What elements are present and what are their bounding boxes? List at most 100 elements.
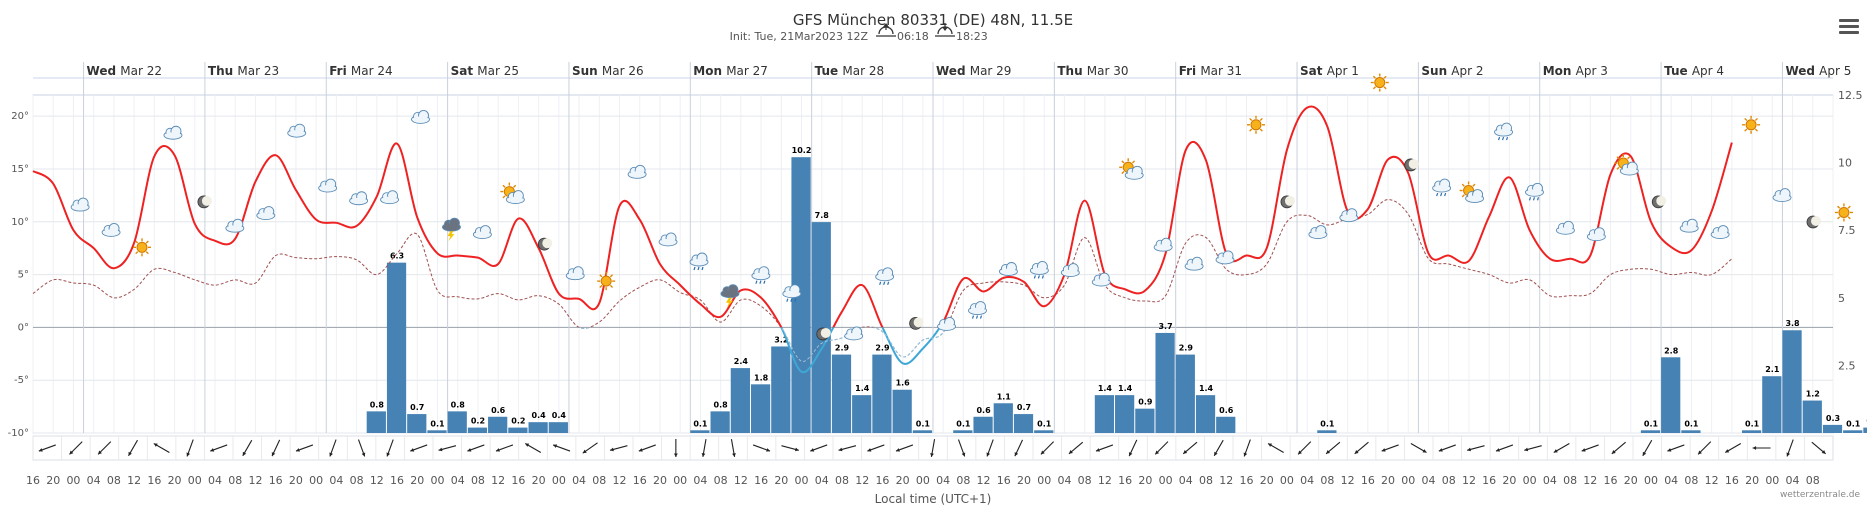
rain-drop	[1536, 197, 1540, 201]
day-date: Mar 24	[351, 64, 393, 78]
hour-tick: 08	[714, 474, 728, 487]
hour-tick: 16	[1239, 474, 1253, 487]
cloud-fill	[1588, 233, 1605, 240]
precipitation-label: 0.1	[693, 419, 708, 428]
hour-tick: 04	[936, 474, 950, 487]
hour-tick: 20	[774, 474, 788, 487]
cloud-icon	[1555, 220, 1575, 235]
precipitation-label: 0.7	[410, 403, 424, 412]
hour-tick: 04	[208, 474, 222, 487]
day-of-week: Tue	[815, 64, 843, 78]
y-right-tick: 5	[1838, 292, 1845, 305]
sun-ray	[1616, 166, 1620, 170]
rain-icon	[689, 252, 709, 271]
sun-ray	[1754, 128, 1758, 132]
wind-arrow	[1354, 441, 1369, 455]
wind-arrow-head	[1524, 447, 1529, 452]
day-date: Mar 23	[237, 64, 279, 78]
wind-arrow-head	[1611, 450, 1616, 454]
moon-light	[1284, 195, 1295, 206]
hour-tick: 12	[1219, 474, 1233, 487]
rain-icon	[968, 301, 987, 319]
sun-ray	[1837, 205, 1841, 209]
day-label: Fri Mar 24	[329, 64, 392, 78]
sun-cloud-icon	[500, 182, 525, 205]
wind-arrow	[701, 439, 707, 457]
rain-drop	[1440, 192, 1443, 197]
day-of-week: Fri	[1179, 64, 1201, 78]
day-of-week: Sun	[1421, 64, 1451, 78]
moon-icon	[1404, 158, 1419, 172]
sun-ray	[1847, 205, 1851, 209]
day-label: Thu Mar 30	[1057, 64, 1128, 78]
precipitation-bar	[427, 430, 447, 433]
hour-tick: 20	[1017, 474, 1031, 487]
precipitation-label: 1.4	[1199, 384, 1214, 393]
sun-disc	[1838, 206, 1850, 218]
wind-arrow	[1752, 446, 1771, 450]
hour-tick: 08	[1684, 474, 1698, 487]
cloud-icon	[256, 206, 276, 220]
hour-tick: 12	[127, 474, 141, 487]
hour-tick: 16	[875, 474, 889, 487]
hour-tick: 00	[1159, 474, 1173, 487]
sun-icon	[133, 238, 152, 257]
wind-arrow-head	[895, 448, 900, 452]
wind-arrow-head	[838, 447, 843, 452]
wind-arrow	[1410, 443, 1427, 453]
y-right-tick: 2.5	[1838, 359, 1856, 372]
wind-arrow	[1128, 439, 1138, 457]
precipitation-bar	[852, 395, 872, 433]
sun-ray	[1616, 156, 1620, 160]
cloud-fill	[969, 307, 986, 314]
sun-icon	[597, 272, 616, 291]
day-date: Mar 31	[1200, 64, 1242, 78]
day-label: Wed Mar 29	[936, 64, 1011, 78]
hour-tick: 08	[1078, 474, 1092, 487]
wind-arrow-head	[1698, 450, 1702, 455]
temperature-series	[32, 105, 1733, 374]
wind-arrow	[1040, 441, 1055, 455]
sun-ray	[1472, 183, 1476, 187]
x-axis: 16 20 00 04 08 12 16 20 00 04 08 12 16 20 00 04 08 12 16 20…	[26, 474, 1820, 487]
sun-ray	[1259, 128, 1263, 132]
hour-tick: 08	[592, 474, 606, 487]
precipitation-label: 2.9	[875, 344, 890, 353]
hour-tick: 04	[1422, 474, 1436, 487]
wind-arrow	[1724, 443, 1742, 453]
wind-arrow-head	[1354, 450, 1359, 454]
precipitation-label: 1.2	[1806, 390, 1820, 399]
sun-ray	[1249, 117, 1253, 122]
rain-drop	[794, 298, 797, 302]
hour-tick: 16	[1482, 474, 1496, 487]
cloud-fill	[1062, 269, 1079, 276]
sun-icon	[1742, 115, 1761, 134]
sun-ray	[1372, 75, 1377, 79]
sun-disc	[600, 275, 612, 287]
wind-arrow	[1381, 444, 1399, 452]
precipitation-label: 0.6	[976, 406, 991, 415]
wind-arrow-head	[1128, 452, 1133, 457]
precipitation-bar	[386, 262, 407, 433]
precipitation-bar	[1216, 416, 1236, 433]
precipitation-bar	[548, 422, 568, 433]
wind-arrow	[1667, 444, 1685, 452]
cloud-fill	[1495, 129, 1512, 136]
wind-arrow-head	[410, 448, 415, 452]
day-of-week: Sun	[572, 64, 602, 78]
day-date: Apr 5	[1819, 64, 1851, 78]
cloud-icon	[844, 326, 864, 341]
wind-arrow-head	[1381, 448, 1386, 452]
precipitation-bar	[730, 368, 750, 433]
precipitation-label: 1.6	[896, 379, 911, 388]
cloud-icon	[1586, 227, 1606, 242]
credit-text: wetterzentrale.de	[1780, 490, 1861, 500]
wind-arrow-head	[210, 448, 215, 452]
precipitation-bars: 0.8 6.3 0.7 0.1 0.8 0.2 0.6 0.2 0.4 0.4 0.1 0.8 2.4 1…	[366, 146, 1867, 433]
wind-arrow	[638, 444, 656, 452]
hamburger-menu-icon[interactable]	[1839, 16, 1859, 36]
temperature-line-warm	[32, 105, 1733, 328]
hour-tick: 20	[532, 474, 546, 487]
precipitation-bar	[872, 354, 892, 433]
wind-arrow-head	[582, 449, 587, 454]
